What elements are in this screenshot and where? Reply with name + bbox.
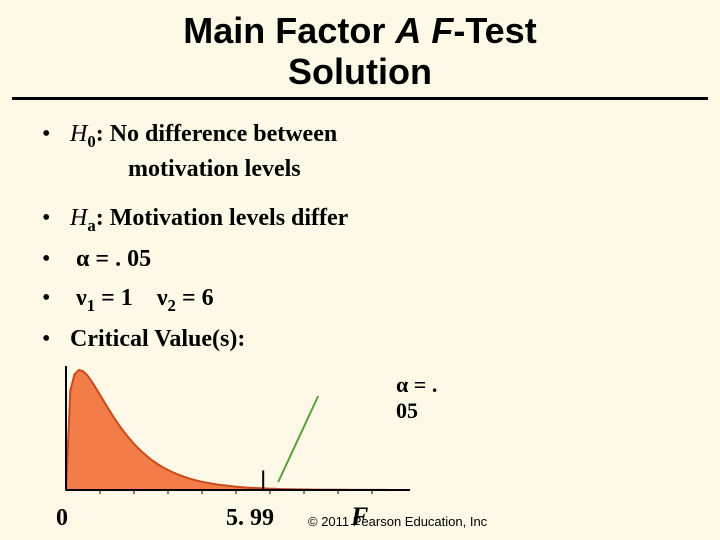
alpha-eq: = . 05 (89, 246, 151, 272)
axis-zero: 0 (56, 505, 68, 532)
title-A: A (395, 10, 421, 51)
h0-text1: : No difference between (96, 121, 337, 147)
crit-text: Critical Value(s): (70, 323, 678, 355)
alpha-sym: α (76, 246, 89, 272)
bullet-crit: • Critical Value(s): (42, 323, 678, 355)
nu1-eq: = 1 (95, 285, 139, 311)
bullet-dot: • (42, 282, 70, 314)
nu2-eq: = 6 (176, 285, 214, 311)
bullet-dot: • (42, 323, 70, 355)
axis-crit: 5. 99 (226, 505, 274, 532)
bullet-dot: • (42, 118, 70, 150)
ha-sub: a (87, 215, 95, 234)
f-distribution-chart: α = . 05 0 5. 99 F (56, 360, 456, 530)
h0-text2: motivation levels (70, 153, 678, 185)
h0-sym: H (70, 121, 87, 147)
title-mid (421, 10, 431, 51)
bullet-ha: • Ha: Motivation levels differ (42, 202, 678, 237)
ha-sym: H (70, 205, 87, 231)
slide-title: Main Factor A F-Test Solution (12, 0, 708, 100)
title-line2: Solution (288, 51, 432, 92)
content-area: • H0: No difference between motivation l… (0, 100, 720, 356)
title-F: F (431, 10, 453, 51)
title-post: -Test (453, 10, 536, 51)
alpha-annotation: α = . 05 (396, 372, 456, 424)
ha-text: : Motivation levels differ (96, 205, 349, 231)
chart-svg (56, 360, 416, 500)
h0-sub: 0 (87, 132, 95, 151)
bullet-dot: • (42, 202, 70, 234)
bullet-df: • ν1 = 1 ν2 = 6 (42, 282, 678, 317)
title-pre: Main Factor (183, 10, 395, 51)
bullet-dot: • (42, 243, 70, 275)
nu2-sym: ν (157, 285, 168, 311)
nu2-sub: 2 (168, 295, 176, 314)
bullet-h0: • H0: No difference between motivation l… (42, 118, 678, 186)
bullet-alpha: • α = . 05 (42, 243, 678, 275)
copyright-text: © 2011 Pearson Education, Inc (308, 514, 487, 529)
nu1-sub: 1 (87, 295, 95, 314)
nu1-sym: ν (76, 285, 87, 311)
